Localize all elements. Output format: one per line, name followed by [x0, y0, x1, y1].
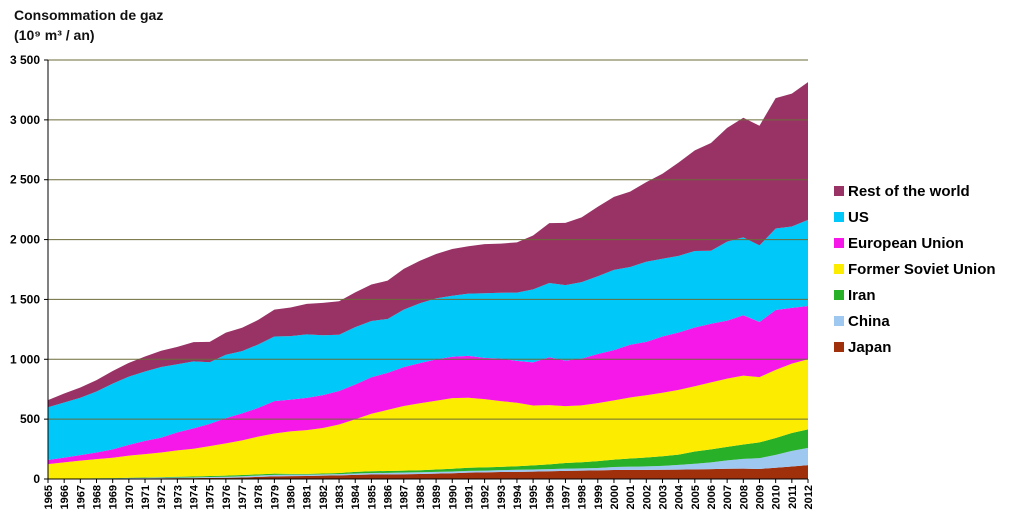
legend-swatch [834, 264, 844, 274]
legend-swatch [834, 212, 844, 222]
area-rest-of-the-world [48, 82, 808, 408]
x-tick-label: 1979 [269, 485, 281, 509]
legend-item-iran: Iran [834, 282, 996, 308]
x-tick-label: 1966 [59, 485, 71, 509]
chart-title: Consommation de gaz [14, 7, 164, 23]
area-iran [48, 429, 808, 479]
x-tick-label: 1998 [577, 485, 589, 509]
x-tick-label: 2002 [641, 485, 653, 509]
legend-item-rest-of-the-world: Rest of the world [834, 178, 996, 204]
x-tick-label: 1988 [415, 485, 427, 509]
legend-item-us: US [834, 204, 996, 230]
x-tick-label: 2010 [771, 485, 783, 509]
x-tick-label: 1996 [544, 485, 556, 509]
x-tick-label: 2009 [754, 485, 766, 509]
legend-item-european-union: European Union [834, 230, 996, 256]
legend-label: China [848, 312, 890, 330]
area-european-union [48, 306, 808, 465]
x-tick-label: 2005 [690, 485, 702, 509]
x-tick-label: 1967 [75, 485, 87, 509]
legend-swatch [834, 342, 844, 352]
y-tick-label: 0 [33, 472, 40, 486]
x-tick-label: 1991 [463, 485, 475, 509]
x-tick-label: 1993 [496, 485, 508, 509]
y-tick-label: 3 500 [10, 53, 40, 67]
legend-label: Iran [848, 286, 876, 304]
y-tick-label: 2 500 [10, 173, 40, 187]
legend-item-japan: Japan [834, 334, 996, 360]
x-tick-label: 2008 [738, 485, 750, 509]
x-tick-label: 1990 [447, 485, 459, 509]
x-tick-label: 2004 [674, 484, 686, 509]
chart-title-block: Consommation de gaz (10⁹ m³ / an) [14, 5, 163, 45]
x-tick-label: 1995 [528, 485, 540, 509]
legend: Rest of the world US European Union Former … [834, 178, 996, 360]
legend-label: Rest of the world [848, 182, 970, 200]
x-tick-label: 1989 [431, 485, 443, 509]
legend-label: Former Soviet Union [848, 260, 996, 278]
x-tick-label: 1969 [108, 485, 120, 509]
legend-label: Japan [848, 338, 892, 356]
legend-swatch [834, 316, 844, 326]
x-tick-label: 1976 [221, 485, 233, 509]
chart-subtitle: (10⁹ m³ / an) [14, 27, 95, 43]
x-tick-label: 1985 [366, 485, 378, 509]
x-tick-label: 1994 [512, 484, 524, 509]
legend-item-china: China [834, 308, 996, 334]
x-tick-label: 1986 [383, 485, 395, 509]
area-china [48, 447, 808, 479]
x-tick-label: 1980 [286, 485, 298, 509]
legend-swatch [834, 238, 844, 248]
x-tick-label: 1973 [172, 485, 184, 509]
area-us [48, 219, 808, 460]
x-tick-label: 2000 [609, 485, 621, 509]
x-tick-label: 1977 [237, 485, 249, 509]
legend-swatch [834, 186, 844, 196]
x-tick-label: 2012 [803, 485, 815, 509]
x-tick-label: 1981 [302, 485, 314, 509]
x-tick-label: 1970 [124, 485, 136, 509]
legend-label: US [848, 208, 869, 226]
x-tick-label: 1972 [156, 485, 168, 509]
y-tick-label: 3 000 [10, 113, 40, 127]
x-tick-label: 1987 [399, 485, 411, 509]
x-tick-label: 1978 [253, 485, 265, 509]
x-tick-label: 2001 [625, 485, 637, 509]
y-tick-label: 1 500 [10, 292, 40, 306]
y-tick-label: 1 000 [10, 352, 40, 366]
x-tick-label: 2006 [706, 485, 718, 509]
x-tick-label: 2011 [787, 485, 799, 509]
area-japan [48, 465, 808, 479]
x-tick-label: 1974 [189, 484, 201, 509]
x-tick-label: 1992 [480, 485, 492, 509]
x-tick-label: 1982 [318, 485, 330, 509]
x-tick-label: 2007 [722, 485, 734, 509]
x-tick-label: 1983 [334, 485, 346, 509]
x-tick-label: 2003 [657, 485, 669, 509]
x-tick-label: 1999 [593, 485, 605, 509]
legend-swatch [834, 290, 844, 300]
x-tick-label: 1965 [43, 485, 55, 509]
legend-item-former-soviet-union: Former Soviet Union [834, 256, 996, 282]
legend-label: European Union [848, 234, 964, 252]
x-tick-label: 1984 [350, 484, 362, 509]
x-tick-label: 1971 [140, 485, 152, 509]
y-tick-label: 500 [20, 412, 40, 426]
x-tick-label: 1975 [205, 485, 217, 509]
x-tick-label: 1968 [92, 485, 104, 509]
y-tick-label: 2 000 [10, 233, 40, 247]
x-tick-label: 1997 [560, 485, 572, 509]
